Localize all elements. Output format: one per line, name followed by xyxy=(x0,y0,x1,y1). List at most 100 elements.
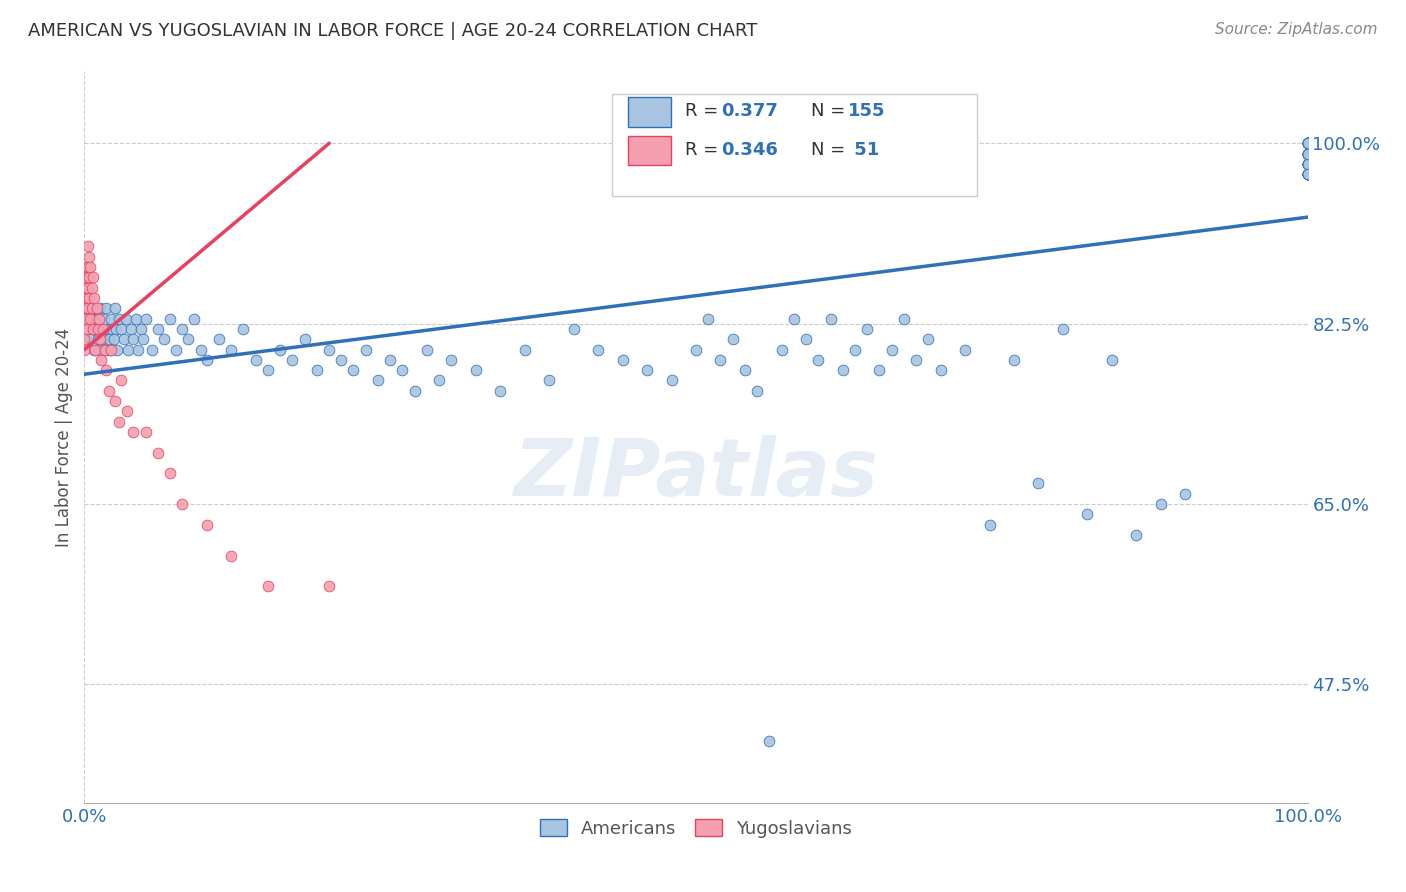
Y-axis label: In Labor Force | Age 20-24: In Labor Force | Age 20-24 xyxy=(55,327,73,547)
Point xyxy=(856,322,879,336)
Point xyxy=(1296,136,1319,151)
Point xyxy=(76,291,98,305)
Point xyxy=(80,301,103,316)
Point xyxy=(489,384,512,398)
Point xyxy=(86,301,108,316)
Point xyxy=(82,311,104,326)
Point xyxy=(80,281,103,295)
Point xyxy=(1296,136,1319,151)
Point xyxy=(89,301,111,316)
Point xyxy=(734,363,756,377)
Point xyxy=(636,363,658,377)
Point xyxy=(1296,136,1319,151)
Point xyxy=(1296,136,1319,151)
Point xyxy=(294,332,316,346)
Point xyxy=(330,352,353,367)
Point xyxy=(1296,157,1319,171)
Point xyxy=(87,332,110,346)
Point xyxy=(1296,157,1319,171)
Point xyxy=(82,322,104,336)
Point xyxy=(953,343,976,357)
Point xyxy=(1296,136,1319,151)
Point xyxy=(758,734,780,748)
Point xyxy=(318,343,340,357)
Point xyxy=(104,394,127,409)
Point xyxy=(105,322,128,336)
Point xyxy=(135,425,157,439)
Point xyxy=(1296,146,1319,161)
Point xyxy=(1296,167,1319,181)
Point xyxy=(75,281,97,295)
Point xyxy=(73,301,96,316)
Point xyxy=(1125,528,1147,542)
Point xyxy=(831,363,853,377)
Point xyxy=(104,301,127,316)
Point xyxy=(77,322,100,336)
Point xyxy=(661,373,683,387)
Point xyxy=(91,322,114,336)
Point xyxy=(219,549,242,563)
Point xyxy=(75,291,97,305)
Point xyxy=(464,363,486,377)
Point xyxy=(783,311,806,326)
Point xyxy=(112,332,135,346)
Point xyxy=(90,322,112,336)
Point xyxy=(132,332,155,346)
Point xyxy=(77,260,100,274)
Point xyxy=(1076,508,1098,522)
Point xyxy=(1101,352,1123,367)
Point xyxy=(404,384,426,398)
Point xyxy=(1296,146,1319,161)
Point xyxy=(97,332,120,346)
Point xyxy=(195,352,218,367)
Point xyxy=(1296,136,1319,151)
Point xyxy=(1296,136,1319,151)
Point xyxy=(127,343,149,357)
Point xyxy=(1296,136,1319,151)
Point xyxy=(208,332,231,346)
Point xyxy=(1296,167,1319,181)
Point xyxy=(82,270,104,285)
Point xyxy=(880,343,903,357)
Text: N =: N = xyxy=(811,103,845,120)
Point xyxy=(135,311,157,326)
Point xyxy=(1296,157,1319,171)
Text: 51: 51 xyxy=(848,141,879,159)
Point xyxy=(1296,157,1319,171)
Point xyxy=(80,301,103,316)
Point xyxy=(77,250,100,264)
Point xyxy=(122,425,145,439)
Point xyxy=(76,322,98,336)
Point xyxy=(917,332,939,346)
Point xyxy=(257,363,280,377)
Point xyxy=(98,343,121,357)
Point xyxy=(141,343,163,357)
Point xyxy=(83,343,105,357)
Point xyxy=(87,311,110,326)
Point xyxy=(416,343,439,357)
Point xyxy=(513,343,536,357)
Point xyxy=(1296,146,1319,161)
Point xyxy=(1296,146,1319,161)
Text: 0.377: 0.377 xyxy=(721,103,778,120)
Point xyxy=(427,373,450,387)
Point xyxy=(93,311,115,326)
Point xyxy=(391,363,413,377)
Text: R =: R = xyxy=(685,103,718,120)
Point xyxy=(1296,157,1319,171)
Point xyxy=(807,352,830,367)
Point xyxy=(794,332,817,346)
Point xyxy=(1296,146,1319,161)
Point xyxy=(1174,487,1197,501)
Point xyxy=(1296,146,1319,161)
Point xyxy=(219,343,242,357)
Point xyxy=(1296,167,1319,181)
Point xyxy=(1028,476,1050,491)
Point xyxy=(125,311,148,326)
Point xyxy=(1296,167,1319,181)
Point xyxy=(586,343,609,357)
Point xyxy=(281,352,304,367)
Point xyxy=(245,352,267,367)
Point xyxy=(122,332,145,346)
Point xyxy=(107,311,129,326)
